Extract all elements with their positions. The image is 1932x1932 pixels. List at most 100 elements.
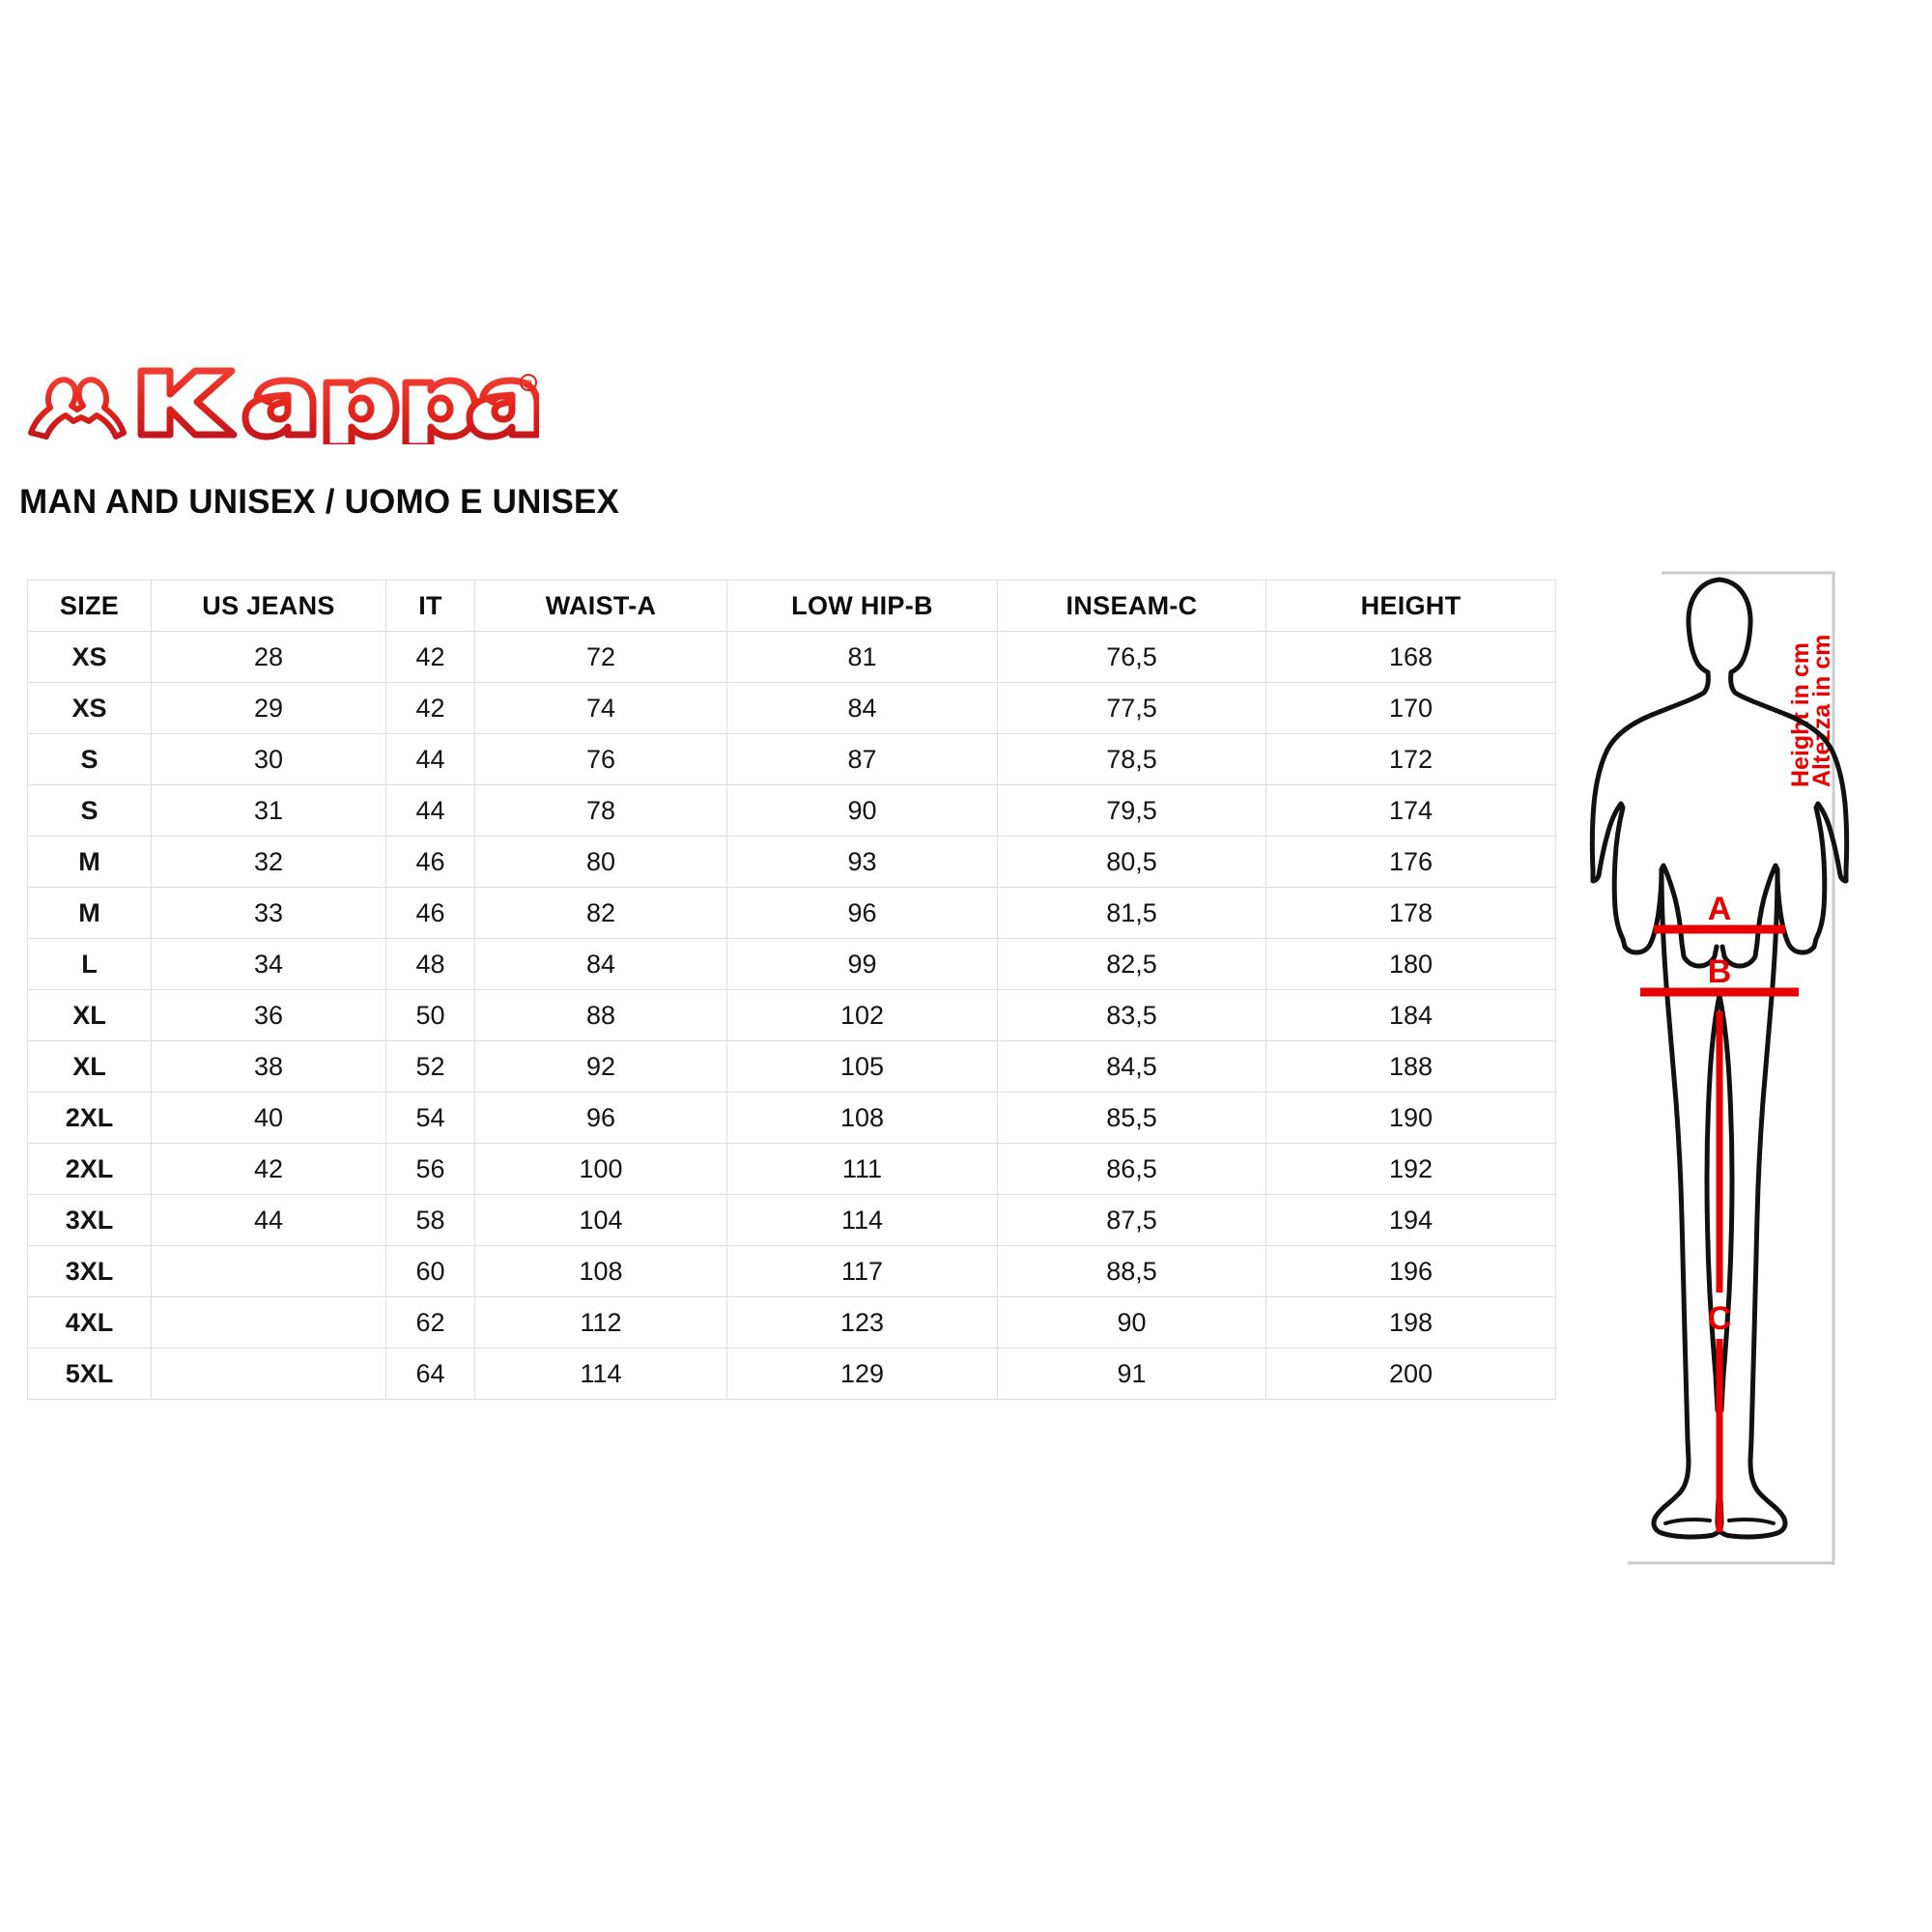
cell-waist: 92 [474, 1040, 727, 1093]
cell-waist: 74 [474, 682, 727, 734]
table-row: XL 38 52 92 105 84,5 188 [27, 1040, 1556, 1093]
height-frame [1628, 571, 1835, 1565]
cell-size: M [27, 887, 152, 939]
column-header-inseam: INSEAM-C [997, 580, 1266, 632]
cell-low-hip: 90 [726, 784, 998, 837]
cell-us-jeans: 34 [151, 938, 386, 990]
cell-inseam: 77,5 [997, 682, 1266, 734]
cell-low-hip: 87 [726, 733, 998, 785]
cell-size: XS [27, 631, 152, 683]
cell-size: S [27, 733, 152, 785]
cell-waist: 72 [474, 631, 727, 683]
cell-low-hip: 105 [726, 1040, 998, 1093]
cell-inseam: 85,5 [997, 1092, 1266, 1144]
table-row: 2XL 42 56 100 111 86,5 192 [27, 1143, 1556, 1195]
cell-us-jeans: 40 [151, 1092, 386, 1144]
cell-low-hip: 108 [726, 1092, 998, 1144]
cell-size: 3XL [27, 1245, 152, 1297]
cell-waist: 108 [474, 1245, 727, 1297]
marker-label-b: B [1708, 953, 1732, 990]
cell-us-jeans: 44 [151, 1194, 386, 1246]
size-chart-table: SIZE US JEANS IT WAIST-A LOW HIP-B INSEA… [27, 580, 1556, 1400]
cell-size: 3XL [27, 1194, 152, 1246]
table-row: XS 29 42 74 84 77,5 170 [27, 682, 1556, 734]
table-row: 3XL 44 58 104 114 87,5 194 [27, 1194, 1556, 1246]
table-row: XL 36 50 88 102 83,5 184 [27, 989, 1556, 1041]
table-row: M 33 46 82 96 81,5 178 [27, 887, 1556, 939]
cell-it: 60 [385, 1245, 475, 1297]
cell-height: 184 [1265, 989, 1556, 1041]
cell-us-jeans: 29 [151, 682, 386, 734]
table-row: 2XL 40 54 96 108 85,5 190 [27, 1092, 1556, 1144]
column-header-us-jeans: US JEANS [151, 580, 386, 632]
cell-waist: 96 [474, 1092, 727, 1144]
cell-low-hip: 81 [726, 631, 998, 683]
table-row: S 31 44 78 90 79,5 174 [27, 784, 1556, 837]
cell-us-jeans [151, 1245, 386, 1297]
table-row: M 32 46 80 93 80,5 176 [27, 836, 1556, 888]
cell-height: 170 [1265, 682, 1556, 734]
table-header-row: SIZE US JEANS IT WAIST-A LOW HIP-B INSEA… [27, 580, 1556, 632]
cell-size: XS [27, 682, 152, 734]
cell-size: L [27, 938, 152, 990]
body-measurement-diagram: Height in cm Altezza in cm A [1584, 541, 1918, 1589]
cell-waist: 82 [474, 887, 727, 939]
cell-height: 172 [1265, 733, 1556, 785]
cell-it: 58 [385, 1194, 475, 1246]
cell-low-hip: 111 [726, 1143, 998, 1195]
cell-height: 188 [1265, 1040, 1556, 1093]
cell-it: 44 [385, 784, 475, 837]
cell-it: 52 [385, 1040, 475, 1093]
cell-us-jeans: 33 [151, 887, 386, 939]
cell-height: 192 [1265, 1143, 1556, 1195]
column-header-it: IT [385, 580, 475, 632]
cell-low-hip: 129 [726, 1348, 998, 1400]
cell-us-jeans: 36 [151, 989, 386, 1041]
cell-us-jeans: 42 [151, 1143, 386, 1195]
low-hip-measure-line-b: B [1640, 953, 1799, 997]
marker-label-c: C [1708, 1300, 1732, 1337]
cell-us-jeans: 31 [151, 784, 386, 837]
cell-it: 64 [385, 1348, 475, 1400]
cell-height: 198 [1265, 1296, 1556, 1349]
cell-it: 56 [385, 1143, 475, 1195]
cell-us-jeans: 32 [151, 836, 386, 888]
cell-waist: 100 [474, 1143, 727, 1195]
size-chart-container: SIZE US JEANS IT WAIST-A LOW HIP-B INSEA… [27, 580, 1556, 1400]
column-header-low-hip: LOW HIP-B [726, 580, 998, 632]
table-row: 3XL 60 108 117 88,5 196 [27, 1245, 1556, 1297]
cell-inseam: 81,5 [997, 887, 1266, 939]
cell-it: 44 [385, 733, 475, 785]
cell-waist: 84 [474, 938, 727, 990]
cell-low-hip: 84 [726, 682, 998, 734]
cell-size: M [27, 836, 152, 888]
brand-logo: R [17, 357, 539, 444]
cell-size: XL [27, 989, 152, 1041]
column-header-height: HEIGHT [1265, 580, 1556, 632]
cell-size: S [27, 784, 152, 837]
cell-it: 46 [385, 836, 475, 888]
human-silhouette-icon [1589, 577, 1850, 1540]
cell-it: 48 [385, 938, 475, 990]
cell-us-jeans [151, 1296, 386, 1349]
height-label-it: Altezza in cm [1808, 635, 1835, 787]
cell-waist: 78 [474, 784, 727, 837]
cell-waist: 88 [474, 989, 727, 1041]
kappa-wordmark [137, 367, 539, 444]
cell-height: 196 [1265, 1245, 1556, 1297]
cell-inseam: 87,5 [997, 1194, 1266, 1246]
cell-low-hip: 117 [726, 1245, 998, 1297]
cell-waist: 112 [474, 1296, 727, 1349]
cell-low-hip: 123 [726, 1296, 998, 1349]
cell-it: 42 [385, 631, 475, 683]
svg-text:R: R [525, 379, 532, 390]
inseam-measure-line-c: C [1708, 1011, 1732, 1532]
cell-inseam: 80,5 [997, 836, 1266, 888]
cell-us-jeans: 28 [151, 631, 386, 683]
kappa-omini-icon [28, 377, 127, 440]
page-title: MAN AND UNISEX / UOMO E UNISEX [19, 483, 620, 521]
cell-low-hip: 114 [726, 1194, 998, 1246]
cell-height: 178 [1265, 887, 1556, 939]
marker-label-a: A [1708, 891, 1732, 927]
kappa-logo-svg: R [28, 367, 539, 444]
